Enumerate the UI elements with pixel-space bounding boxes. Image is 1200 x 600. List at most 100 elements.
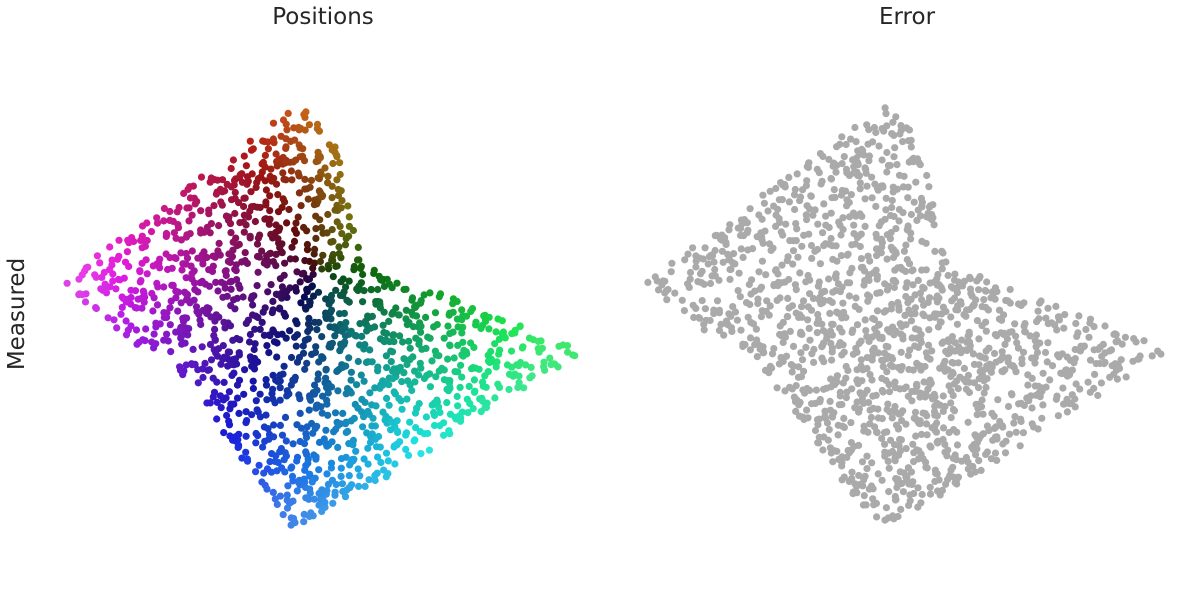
error-point	[933, 281, 942, 289]
positions-point	[242, 432, 250, 440]
positions-point	[164, 337, 172, 345]
error-point	[962, 385, 971, 393]
error-point	[1032, 331, 1040, 339]
error-point	[958, 457, 966, 465]
positions-point	[432, 373, 440, 381]
positions-point	[345, 277, 353, 285]
error-point	[881, 104, 889, 112]
error-point	[873, 234, 881, 242]
positions-point	[385, 401, 393, 409]
positions-point	[135, 338, 143, 346]
error-point	[815, 433, 823, 441]
positions-point	[63, 279, 71, 287]
positions-point	[364, 407, 372, 415]
positions-point	[258, 247, 266, 255]
positions-point	[178, 340, 186, 348]
positions-point	[471, 387, 479, 395]
error-point	[911, 325, 920, 333]
error-point	[953, 441, 962, 449]
positions-point	[328, 438, 336, 446]
error-point	[865, 152, 874, 160]
error-point	[753, 233, 761, 241]
error-point	[766, 302, 774, 310]
positions-point	[243, 457, 252, 465]
positions-point	[287, 137, 295, 145]
error-point	[863, 121, 871, 129]
error-point	[842, 374, 850, 382]
positions-point	[241, 257, 249, 265]
positions-point	[406, 418, 414, 426]
positions-point	[295, 189, 303, 197]
positions-point	[328, 256, 336, 264]
positions-point	[229, 238, 237, 246]
error-point	[947, 313, 955, 321]
error-point	[888, 203, 896, 212]
positions-point	[212, 311, 220, 319]
positions-point	[288, 463, 296, 471]
positions-point	[106, 243, 114, 251]
positions-point	[342, 235, 350, 243]
positions-point	[399, 338, 407, 346]
error-point	[926, 490, 935, 498]
positions-point	[276, 396, 284, 404]
positions-point	[331, 206, 339, 214]
positions-point	[337, 455, 346, 463]
positions-point	[329, 499, 337, 507]
positions-point	[136, 278, 144, 286]
error-point	[969, 462, 977, 471]
positions-point	[262, 186, 270, 194]
positions-point	[243, 417, 251, 425]
error-point	[931, 477, 939, 485]
error-point	[858, 212, 866, 220]
error-point	[763, 297, 771, 305]
positions-point	[356, 264, 365, 272]
error-point	[893, 483, 901, 492]
error-point	[983, 278, 991, 286]
positions-point	[314, 288, 323, 296]
positions-point	[345, 213, 353, 221]
positions-point	[256, 413, 264, 421]
error-point	[718, 247, 727, 255]
positions-point	[235, 409, 243, 417]
positions-point	[370, 266, 378, 274]
error-point	[1002, 437, 1010, 445]
error-point	[914, 503, 922, 511]
positions-point	[333, 367, 341, 375]
error-point	[907, 317, 916, 325]
positions-point	[136, 268, 144, 276]
error-point	[825, 426, 833, 434]
error-point	[973, 411, 981, 419]
positions-point	[196, 316, 204, 324]
error-point	[747, 318, 755, 326]
positions-point	[458, 373, 466, 381]
error-point	[840, 153, 848, 161]
error-point	[1134, 355, 1142, 363]
error-point	[945, 428, 953, 437]
error-point	[938, 339, 946, 347]
positions-point	[293, 487, 301, 495]
positions-point	[290, 237, 299, 245]
error-point	[1062, 366, 1070, 374]
positions-point	[182, 274, 190, 282]
error-point	[885, 464, 893, 472]
positions-point	[398, 405, 406, 413]
error-point	[918, 237, 926, 245]
error-point	[1034, 307, 1042, 315]
error-point	[904, 351, 912, 360]
positions-point	[351, 331, 359, 340]
error-point	[808, 254, 816, 262]
error-point	[828, 411, 837, 420]
positions-point	[259, 158, 267, 166]
error-point	[762, 271, 770, 279]
positions-point	[318, 333, 326, 341]
positions-point	[235, 376, 244, 384]
error-point	[939, 361, 948, 369]
error-point	[644, 278, 652, 286]
error-point	[766, 240, 774, 248]
positions-point	[299, 342, 307, 350]
positions-point	[313, 422, 321, 430]
error-point	[976, 273, 984, 281]
panel-title-positions: Positions	[272, 4, 374, 30]
positions-point	[263, 342, 271, 350]
positions-point	[422, 413, 430, 421]
